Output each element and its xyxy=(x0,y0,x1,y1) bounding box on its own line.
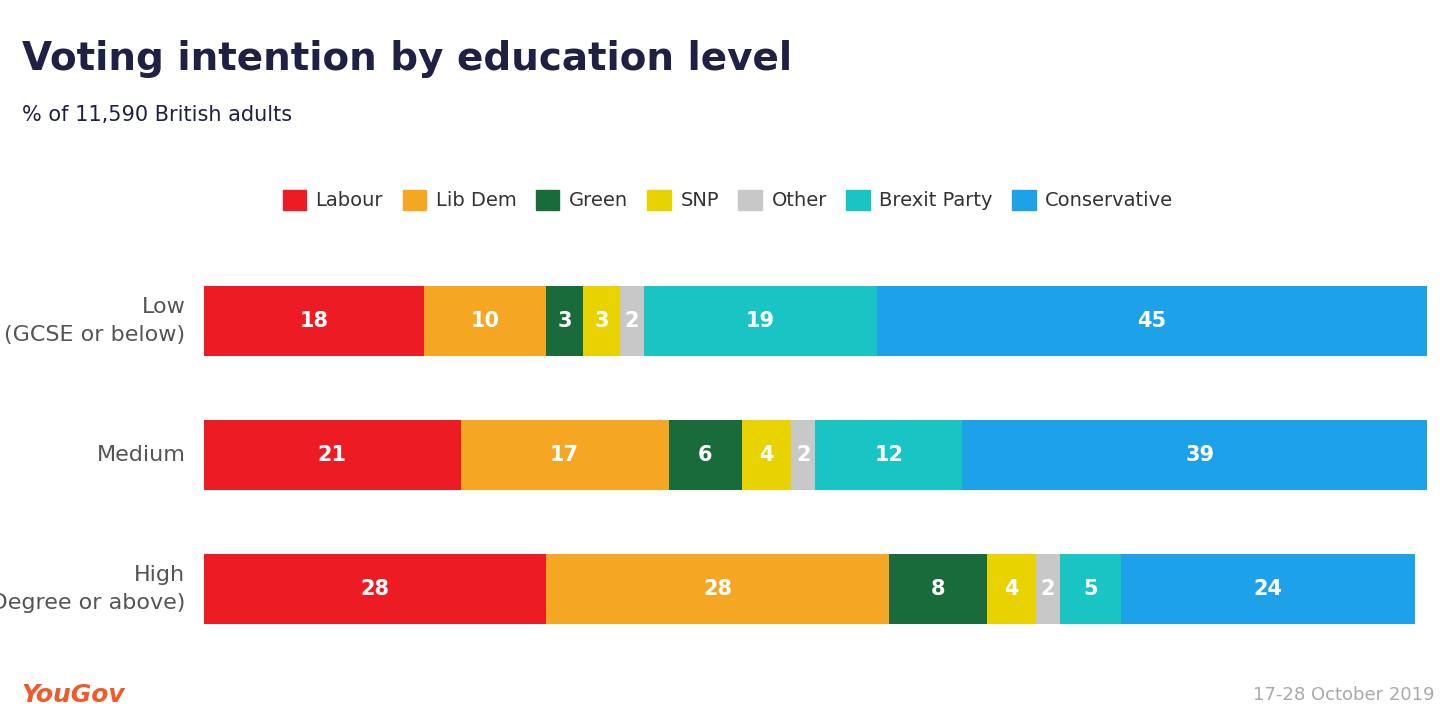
Text: 6: 6 xyxy=(697,445,712,465)
Bar xyxy=(791,420,815,490)
Text: % of 11,590 British adults: % of 11,590 British adults xyxy=(22,105,293,125)
Bar xyxy=(877,286,1427,356)
Text: YouGov: YouGov xyxy=(22,684,125,707)
Text: 39: 39 xyxy=(1187,445,1216,465)
Text: 2: 2 xyxy=(796,445,811,465)
Bar xyxy=(204,286,424,356)
Text: 19: 19 xyxy=(745,311,775,331)
Bar xyxy=(620,286,644,356)
Text: 3: 3 xyxy=(558,311,572,331)
Bar xyxy=(668,420,743,490)
Text: 10: 10 xyxy=(470,311,499,331)
Bar xyxy=(546,286,582,356)
Bar xyxy=(546,554,888,624)
Text: 21: 21 xyxy=(317,445,347,465)
Text: 17: 17 xyxy=(550,445,579,465)
Bar xyxy=(987,554,1035,624)
Bar xyxy=(815,420,962,490)
Text: 2: 2 xyxy=(625,311,639,331)
Text: High
(Degree or above): High (Degree or above) xyxy=(0,565,185,613)
Text: 18: 18 xyxy=(300,311,329,331)
Text: Low
(GCSE or below): Low (GCSE or below) xyxy=(4,297,185,345)
Bar xyxy=(460,420,668,490)
Text: 8: 8 xyxy=(930,579,945,599)
Bar xyxy=(1121,554,1415,624)
Legend: Labour, Lib Dem, Green, SNP, Other, Brexit Party, Conservative: Labour, Lib Dem, Green, SNP, Other, Brex… xyxy=(282,190,1174,210)
Text: 12: 12 xyxy=(874,445,903,465)
Bar xyxy=(1035,554,1060,624)
Bar xyxy=(424,286,546,356)
Bar xyxy=(1060,554,1121,624)
Bar xyxy=(644,286,877,356)
Bar xyxy=(204,420,460,490)
Text: 17-28 October 2019: 17-28 October 2019 xyxy=(1252,687,1434,704)
Text: 2: 2 xyxy=(1041,579,1056,599)
Text: 24: 24 xyxy=(1254,579,1283,599)
Bar xyxy=(204,554,546,624)
Text: Voting intention by education level: Voting intention by education level xyxy=(22,40,792,78)
Bar xyxy=(582,286,620,356)
Text: 4: 4 xyxy=(1003,579,1018,599)
Text: 28: 28 xyxy=(703,579,732,599)
Text: 5: 5 xyxy=(1083,579,1098,599)
Text: 3: 3 xyxy=(594,311,609,331)
Bar xyxy=(962,420,1439,490)
Text: 45: 45 xyxy=(1137,311,1166,331)
Bar xyxy=(888,554,987,624)
Text: 28: 28 xyxy=(361,579,390,599)
Text: Medium: Medium xyxy=(96,445,185,465)
Bar xyxy=(743,420,791,490)
Text: 4: 4 xyxy=(759,445,773,465)
